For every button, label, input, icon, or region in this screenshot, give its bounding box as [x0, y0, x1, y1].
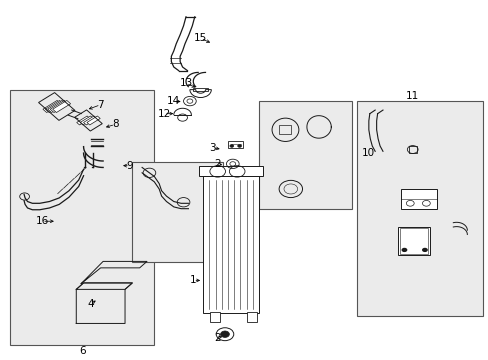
Bar [399, 228, 427, 254]
Text: 12: 12 [157, 109, 170, 119]
Bar [77, 116, 90, 125]
Text: 4: 4 [87, 299, 94, 309]
Bar [246, 312, 256, 321]
Text: 8: 8 [112, 120, 119, 129]
Text: 9: 9 [126, 161, 133, 171]
Text: 7: 7 [97, 100, 104, 110]
Bar [193, 88, 207, 91]
Circle shape [229, 144, 233, 147]
Bar [83, 116, 97, 125]
Text: 14: 14 [167, 96, 180, 106]
Text: 3: 3 [209, 143, 216, 153]
Bar [279, 125, 291, 134]
Text: 10: 10 [361, 148, 374, 158]
Bar [50, 100, 68, 113]
Text: 1: 1 [190, 275, 196, 285]
Bar [400, 189, 436, 209]
Circle shape [220, 331, 229, 337]
Bar [408, 146, 416, 153]
Bar [39, 93, 75, 120]
Bar [80, 116, 93, 125]
Text: 2: 2 [214, 159, 221, 169]
Bar [203, 176, 259, 313]
Text: 13: 13 [179, 78, 192, 88]
Circle shape [421, 248, 427, 252]
Bar [259, 101, 351, 209]
Bar [87, 116, 100, 125]
Bar [10, 90, 154, 345]
Bar [356, 101, 483, 316]
Bar [43, 100, 61, 113]
Bar [45, 100, 63, 113]
Bar [199, 166, 263, 176]
Bar [397, 226, 429, 255]
Bar [48, 100, 65, 113]
Text: 15: 15 [194, 33, 207, 43]
Bar [132, 162, 222, 262]
Circle shape [401, 248, 407, 252]
Text: 2: 2 [214, 333, 221, 343]
Text: 16: 16 [36, 216, 49, 226]
Bar [210, 312, 220, 321]
Circle shape [237, 144, 241, 147]
Bar [75, 110, 102, 131]
Text: 11: 11 [405, 91, 419, 101]
Bar [228, 140, 243, 148]
Text: 6: 6 [79, 346, 86, 356]
Bar [53, 100, 70, 113]
